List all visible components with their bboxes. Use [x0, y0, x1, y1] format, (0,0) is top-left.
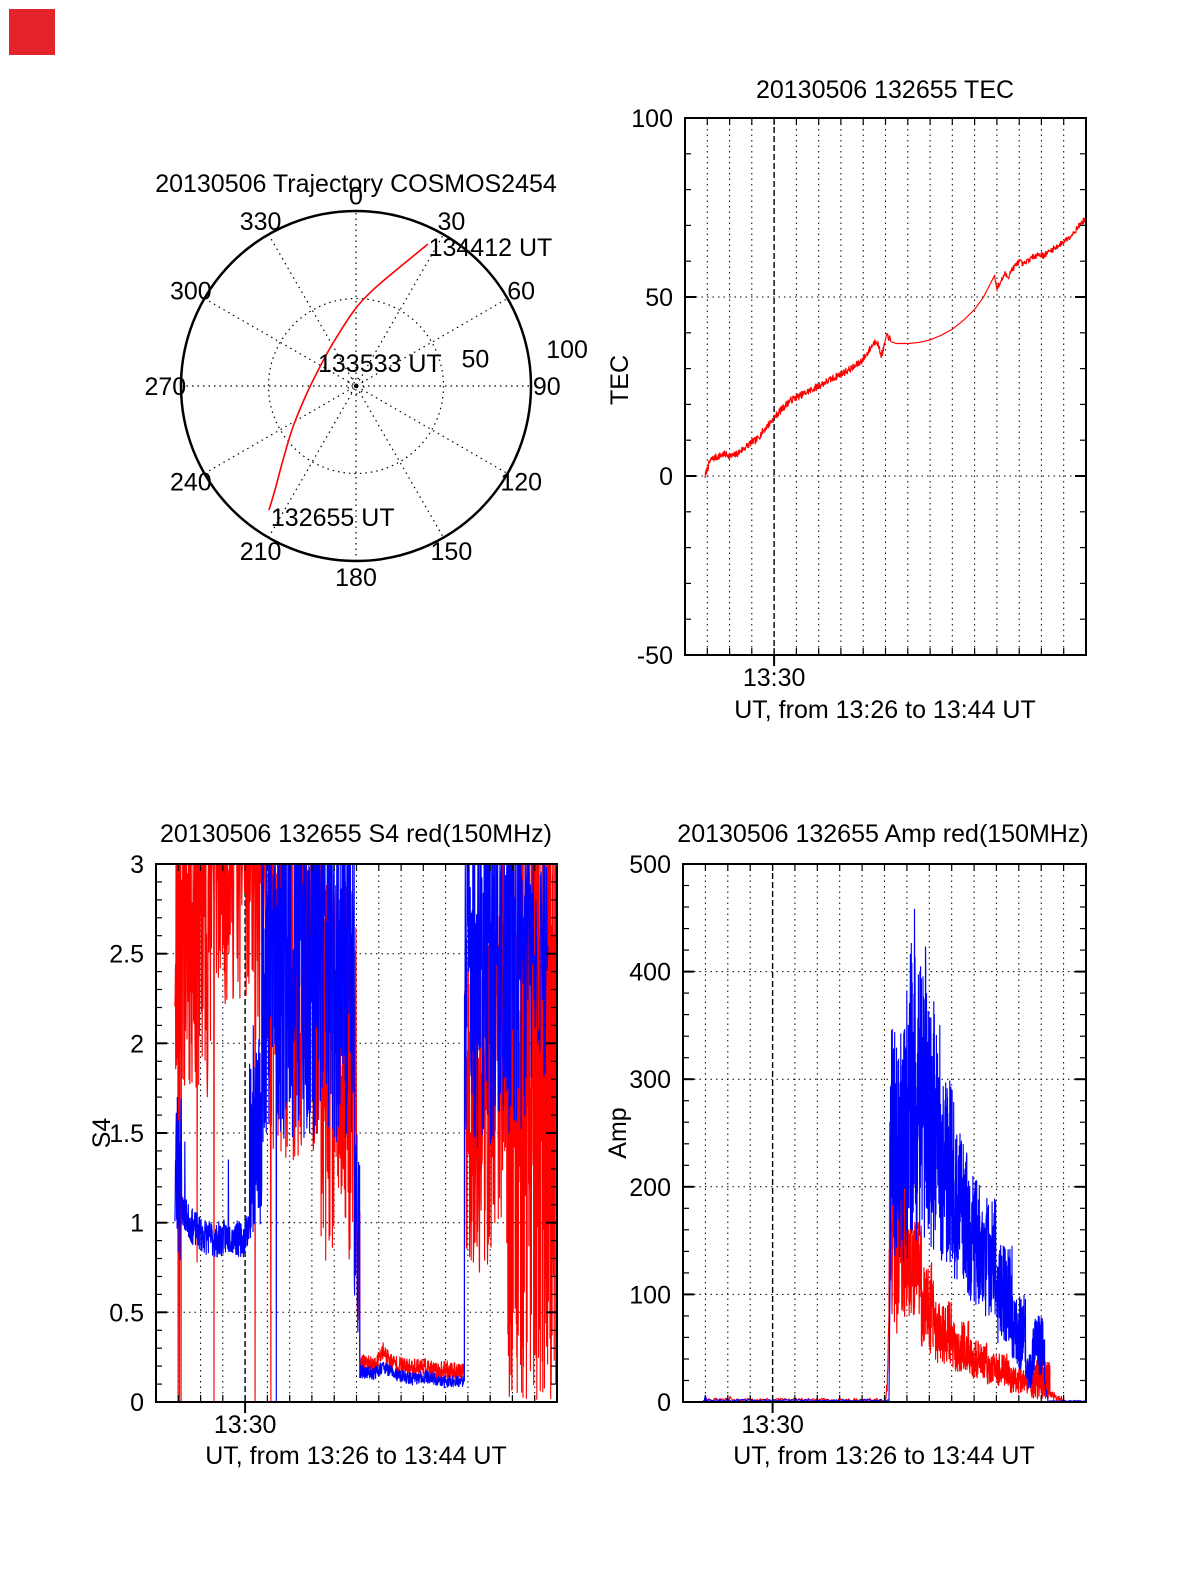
data-series	[702, 908, 1087, 1403]
azimuth-label: 90	[533, 373, 561, 401]
x-tick-label: 13:30	[214, 1411, 277, 1439]
series-tec-red	[704, 217, 1087, 478]
trajectory-time-annotation: 134412 UT	[429, 234, 553, 262]
y-tick-label: 1.5	[109, 1120, 144, 1148]
s4-x-axis-label: UT, from 13:26 to 13:44 UT	[205, 1442, 507, 1470]
trajectory-time-annotation: 133533 UT	[318, 350, 442, 378]
azimuth-label: 150	[431, 538, 473, 566]
y-tick-label: 1	[130, 1210, 144, 1238]
y-tick-label: 400	[629, 959, 671, 987]
azimuth-labels: 0 30 60 90 120 150 180 210 240 270 300 330	[144, 182, 561, 592]
azimuth-label: 270	[144, 373, 186, 401]
series-s4-blue	[174, 863, 549, 1403]
y-tick-label: 100	[631, 105, 673, 133]
data-series	[704, 217, 1087, 478]
trajectory-path	[268, 243, 429, 511]
azimuth-label: 180	[335, 564, 377, 592]
s4-chart-title: 20130506 132655 S4 red(150MHz)	[160, 820, 552, 848]
y-tick-label: 2.5	[109, 941, 144, 969]
y-tick-label: 0.5	[109, 1299, 144, 1327]
polar-center-dot	[354, 384, 358, 388]
polar-grid	[181, 211, 531, 561]
tick-labels: 0 0.5 1 1.5 2 2.5 3 13:30	[109, 851, 276, 1439]
azimuth-label: 330	[240, 208, 282, 236]
s4-plot-canvas: 0 0.5 1 1.5 2 2.5 3 13:30	[109, 851, 558, 1439]
y-tick-label: 0	[130, 1389, 144, 1417]
tick-labels: -50 0 50 100 13:30	[631, 105, 805, 692]
y-tick-label: 200	[629, 1174, 671, 1202]
trajectory-time-annotation: 132655 UT	[271, 504, 395, 532]
y-tick-label: 0	[659, 463, 673, 491]
azimuth-label: 0	[349, 182, 363, 210]
y-tick-label: 2	[130, 1030, 144, 1058]
azimuth-label: 120	[500, 468, 542, 496]
azimuth-label: 300	[170, 278, 212, 306]
y-tick-label: 300	[629, 1066, 671, 1094]
axes	[682, 863, 1087, 1413]
y-tick-label: -50	[637, 642, 673, 670]
trajectory-plot-canvas: 0 30 60 90 120 150 180 210 240 270 300 330 50 100 1344…	[144, 182, 588, 592]
y-tick-label: 0	[657, 1389, 671, 1417]
grid-lines	[685, 118, 1086, 655]
polar-outer-circle	[179, 209, 533, 563]
x-tick-label: 13:30	[743, 664, 806, 692]
tec-x-axis-label: UT, from 13:26 to 13:44 UT	[734, 696, 1036, 724]
series-amp-red	[702, 1081, 1087, 1403]
corner-marker	[9, 9, 55, 55]
axes	[155, 863, 558, 1413]
azimuth-label: 60	[507, 278, 535, 306]
amp-chart-title: 20130506 132655 Amp red(150MHz)	[677, 820, 1089, 848]
azimuth-label: 30	[437, 208, 465, 236]
amp-plot-canvas: 0 100 200 300 400 500 13:30	[629, 851, 1087, 1439]
trajectory-chart-title: 20130506 Trajectory COSMOS2454	[155, 170, 557, 198]
y-tick-label: 3	[130, 851, 144, 879]
tec-chart-title: 20130506 132655 TEC	[755, 76, 1015, 104]
series-amp-blue	[702, 908, 1087, 1403]
y-tick-label: 100	[629, 1281, 671, 1309]
azimuth-label: 210	[240, 538, 282, 566]
tec-plot-canvas: -50 0 50 100 13:30	[631, 105, 1087, 692]
radial-label: 50	[461, 345, 489, 373]
grid-lines	[156, 864, 557, 1402]
tick-labels: 0 100 200 300 400 500 13:30	[629, 851, 804, 1439]
radial-label: 100	[546, 336, 588, 364]
y-tick-label: 50	[645, 284, 673, 312]
axes	[684, 117, 1087, 666]
y-tick-label: 500	[629, 851, 671, 879]
amp-x-axis-label: UT, from 13:26 to 13:44 UT	[733, 1442, 1035, 1470]
grid-lines	[683, 864, 1086, 1402]
azimuth-label: 240	[170, 468, 212, 496]
x-tick-label: 13:30	[741, 1411, 804, 1439]
